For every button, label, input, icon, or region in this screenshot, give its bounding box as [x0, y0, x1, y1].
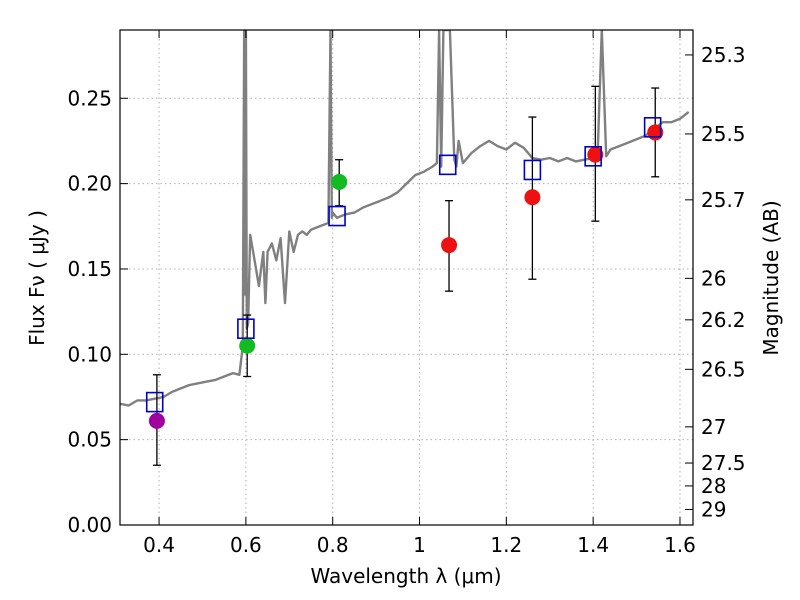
y-tick-label: 0.25 [67, 86, 112, 110]
x-axis-label: Wavelength λ (μm) [310, 564, 501, 588]
plot-background [120, 30, 693, 525]
model-square [438, 154, 457, 176]
y-tick-label: 0.05 [67, 428, 112, 452]
observed-point [441, 237, 458, 254]
y-tick-label: 0.15 [67, 257, 112, 281]
x-tick-label: 1.6 [664, 533, 696, 557]
observed-point [587, 146, 604, 163]
ticks-layer: 0.4 0.6 0.8 1 1.2 1.4 1.6 0.00 0.05 0.10 0.15 0.20 0… [67, 30, 746, 557]
y-axis-label: Flux Fν ( μJy ) [25, 210, 49, 346]
model-square [328, 205, 346, 227]
observed-point [524, 189, 541, 206]
sed-spectrum-line [120, 30, 690, 407]
model-square [237, 318, 255, 340]
model-square [145, 391, 164, 413]
sed-spectrum-layer [120, 30, 690, 407]
observed-point [331, 173, 348, 190]
x-tick-label: 0.4 [143, 533, 175, 557]
y-right-axis-label: Magnitude (AB) [759, 200, 783, 355]
right-tick-label: 25.5 [701, 122, 746, 146]
model-square [523, 159, 542, 181]
observed-point [148, 412, 165, 429]
model-points-layer [145, 116, 662, 413]
x-tick-label: 0.8 [317, 533, 349, 557]
x-tick-label: 1.2 [490, 533, 522, 557]
right-tick-label: 25.7 [701, 188, 746, 212]
y-tick-label: 0.10 [67, 342, 112, 366]
right-tick-label: 28 [701, 474, 726, 498]
right-tick-label: 26.2 [701, 308, 746, 332]
model-square [584, 146, 602, 167]
x-tick-label: 1 [413, 533, 426, 557]
plot-frame [119, 29, 694, 526]
x-tick-label: 1.4 [577, 533, 609, 557]
right-tick-label: 29 [701, 497, 726, 521]
right-tick-label: 27 [701, 415, 726, 439]
y-tick-label: 0.20 [67, 172, 112, 196]
right-tick-label: 26 [701, 266, 726, 290]
y-tick-label: 0.00 [67, 513, 112, 537]
right-tick-label: 26.5 [701, 357, 746, 381]
x-tick-label: 0.6 [230, 533, 262, 557]
observed-point [239, 337, 256, 354]
right-tick-label: 27.5 [701, 451, 746, 475]
right-tick-label: 25.3 [701, 43, 746, 67]
model-square [643, 116, 662, 138]
